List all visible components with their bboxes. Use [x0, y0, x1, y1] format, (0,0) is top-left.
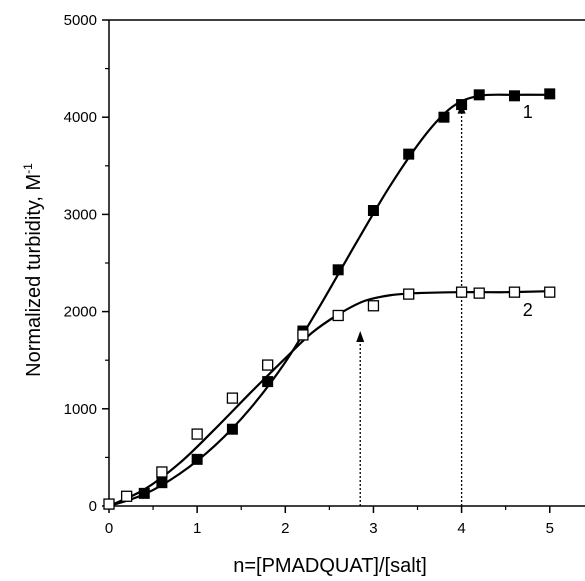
series-2-point	[544, 286, 556, 298]
fit-curves	[108, 93, 550, 508]
series-2-point	[473, 287, 485, 299]
series-2-point	[455, 286, 468, 298]
y-axis-title-main: Normalized turbidity, M	[23, 174, 45, 377]
series-2-point	[103, 498, 115, 510]
series-2-point	[191, 428, 203, 440]
series-2-point	[508, 286, 521, 298]
y-tick-label-4000: 4000	[64, 109, 97, 126]
y-tick-label-1000: 1000	[64, 401, 97, 418]
series-1-point	[138, 487, 150, 499]
series-2-point	[226, 392, 239, 404]
series-2-arrow-head	[356, 331, 365, 343]
series-1-point	[226, 423, 238, 435]
series-2-point	[332, 309, 344, 322]
x-tick-label-3: 3	[369, 520, 377, 537]
series-2-point	[297, 329, 309, 341]
series-2-label: 2	[523, 300, 533, 320]
series-1-point	[508, 90, 520, 102]
data-points	[103, 88, 556, 510]
y-axis-title: Normalized turbidity, M-1	[21, 163, 45, 377]
curve-labels: 12	[523, 102, 533, 320]
x-tick-label-1: 1	[193, 520, 201, 537]
series-1-point	[262, 376, 274, 388]
series-2-point	[367, 300, 380, 312]
series-2-curve	[108, 290, 550, 507]
x-tick-label-0: 0	[105, 520, 113, 537]
series-2-point	[403, 288, 415, 300]
x-tick-label-4: 4	[457, 520, 465, 537]
y-tick-label-0: 0	[89, 498, 97, 515]
series-1-point	[438, 111, 450, 123]
series-2-point	[156, 466, 168, 478]
series-1-label: 1	[523, 102, 533, 122]
series-1-point	[456, 99, 468, 111]
y-tick-label-3000: 3000	[64, 206, 97, 223]
series-1-point	[156, 477, 168, 489]
series-1-curve	[108, 93, 550, 508]
y-tick-label-2000: 2000	[64, 304, 97, 321]
series-1-point	[544, 88, 556, 100]
series-2-point	[262, 359, 274, 371]
series-1-point	[332, 264, 344, 276]
x-axis-title: n=[PMADQUAT]/[salt]	[233, 555, 427, 577]
series-2-point	[120, 490, 133, 502]
series-1-point	[367, 205, 379, 217]
series-1-point	[191, 453, 203, 465]
y-tick-label-5000: 5000	[64, 12, 97, 29]
x-tick-label-2: 2	[281, 520, 289, 537]
series-1-point	[403, 148, 415, 160]
x-tick-label-5: 5	[546, 520, 554, 537]
series-1-point	[473, 89, 485, 101]
y-axis-title-superscript: -1	[21, 163, 35, 174]
